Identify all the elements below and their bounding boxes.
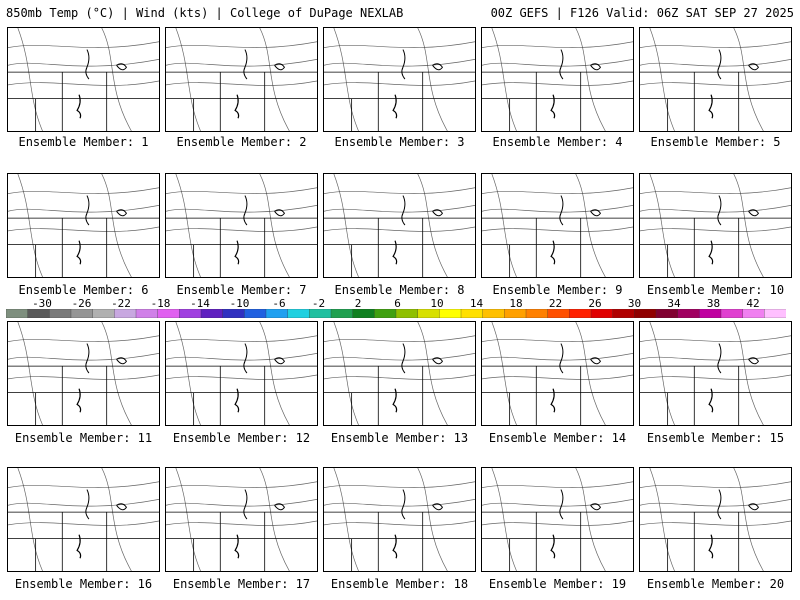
colorbar-segment: [135, 309, 159, 318]
colorbar-segment: [179, 309, 202, 318]
ensemble-member-label: Ensemble Member: 15: [646, 431, 785, 445]
colorbar-tick-label: 34: [667, 297, 681, 310]
ensemble-member-map: [481, 321, 634, 426]
colorbar-segment: [157, 309, 180, 318]
colorbar-segment: [612, 309, 635, 318]
ensemble-member-label: Ensemble Member: 8: [334, 283, 465, 297]
ensemble-member-map: [7, 173, 160, 278]
ensemble-member-map: [323, 173, 476, 278]
colorbar-tick-label: -26: [71, 297, 92, 310]
colorbar-segment: [764, 309, 786, 318]
colorbar-segment: [482, 309, 505, 318]
ensemble-member-label: Ensemble Member: 14: [488, 431, 627, 445]
ensemble-member-label: Ensemble Member: 3: [334, 135, 465, 149]
ensemble-member-label: Ensemble Member: 4: [492, 135, 623, 149]
colorbar-segment: [655, 309, 679, 318]
colorbar-segment: [742, 309, 765, 318]
ensemble-member-map: [481, 467, 634, 572]
colorbar-segment: [395, 309, 419, 318]
ensemble-member-label: Ensemble Member: 17: [172, 577, 311, 591]
colorbar-segment: [244, 309, 267, 318]
colorbar-tick-label: -2: [311, 297, 326, 310]
ensemble-member-map: [165, 321, 318, 426]
colorbar-tick-label: 22: [548, 297, 563, 310]
colorbar-segment: [590, 309, 614, 318]
colorbar-segment: [27, 309, 50, 318]
colorbar-segment: [547, 309, 570, 318]
colorbar-tick-label: 14: [469, 297, 484, 310]
colorbar-tick-label: -30: [32, 297, 52, 310]
ensemble-member-label: Ensemble Member: 10: [646, 283, 785, 297]
ensemble-member-map: [7, 27, 160, 132]
colorbar-segment: [417, 309, 440, 318]
ensemble-member-label: Ensemble Member: 9: [492, 283, 623, 297]
ensemble-member-map: [323, 467, 476, 572]
colorbar-segment: [525, 309, 549, 318]
ensemble-member-label: Ensemble Member: 19: [488, 577, 627, 591]
ensemble-member-map: [481, 173, 634, 278]
ensemble-member-map: [7, 321, 160, 426]
ensemble-member-label: Ensemble Member: 20: [646, 577, 785, 591]
ensemble-member-map: [639, 173, 792, 278]
ensemble-member-map: [165, 467, 318, 572]
ensemble-member-map: [639, 467, 792, 572]
ensemble-member-label: Ensemble Member: 16: [14, 577, 153, 591]
colorbar-segment: [114, 309, 137, 318]
colorbar-segment: [309, 309, 332, 318]
ensemble-member-label: Ensemble Member: 12: [172, 431, 311, 445]
ensemble-member-label: Ensemble Member: 7: [176, 283, 307, 297]
colorbar-tick-label: 30: [627, 297, 642, 310]
colorbar-segment: [374, 309, 397, 318]
colorbar-segment: [330, 309, 354, 318]
ensemble-member-map: [481, 27, 634, 132]
colorbar-tick-label: 42: [746, 297, 760, 310]
ensemble-member-label: Ensemble Member: 1: [18, 135, 149, 149]
colorbar-segment: [460, 309, 484, 318]
colorbar-segment: [504, 309, 527, 318]
header-run-info: 00Z GEFS | F126 Valid: 06Z SAT SEP 27 20…: [490, 6, 794, 20]
ensemble-member-label: Ensemble Member: 6: [18, 283, 149, 297]
colorbar-segment: [70, 309, 94, 318]
colorbar-tick-label: -10: [229, 297, 250, 310]
colorbar-tick-label: 18: [509, 297, 523, 310]
colorbar-segment: [222, 309, 245, 318]
ensemble-member-map: [323, 27, 476, 132]
colorbar-segment: [569, 309, 592, 318]
ensemble-member-map: [7, 467, 160, 572]
ensemble-member-map: [165, 27, 318, 132]
ensemble-member-map: [639, 321, 792, 426]
colorbar-tick-label: -18: [150, 297, 171, 310]
ensemble-member-map: [323, 321, 476, 426]
colorbar-segment: [352, 309, 375, 318]
ensemble-member-map: [639, 27, 792, 132]
colorbar-segment: [287, 309, 310, 318]
colorbar-segment: [439, 309, 462, 318]
ensemble-member-label: Ensemble Member: 2: [176, 135, 307, 149]
ensemble-member-map: [165, 173, 318, 278]
colorbar-tick-label: 38: [706, 297, 721, 310]
ensemble-member-label: Ensemble Member: 18: [330, 577, 469, 591]
colorbar-segment: [49, 309, 72, 318]
colorbar-segment: [92, 309, 115, 318]
colorbar-tick-label: -14: [190, 297, 210, 310]
colorbar-segment: [677, 309, 700, 318]
colorbar-segment: [200, 309, 224, 318]
ensemble-member-label: Ensemble Member: 13: [330, 431, 469, 445]
ensemble-member-label: Ensemble Member: 11: [14, 431, 153, 445]
colorbar-segment: [634, 309, 657, 318]
header-title: 850mb Temp (°C) | Wind (kts) | College o…: [6, 6, 404, 20]
colorbar-tick-label: 6: [394, 297, 401, 310]
colorbar-segment: [720, 309, 744, 318]
colorbar-tick-label: 2: [354, 297, 362, 310]
temperature-colorbar: [6, 309, 786, 318]
colorbar-segment: [6, 309, 29, 318]
colorbar-tick-label: -6: [272, 297, 286, 310]
colorbar-tick-label: 26: [588, 297, 602, 310]
ensemble-member-label: Ensemble Member: 5: [650, 135, 781, 149]
colorbar-segment: [699, 309, 722, 318]
colorbar-tick-label: -22: [111, 297, 131, 310]
colorbar-tick-label: 10: [430, 297, 444, 310]
colorbar-segment: [265, 309, 289, 318]
